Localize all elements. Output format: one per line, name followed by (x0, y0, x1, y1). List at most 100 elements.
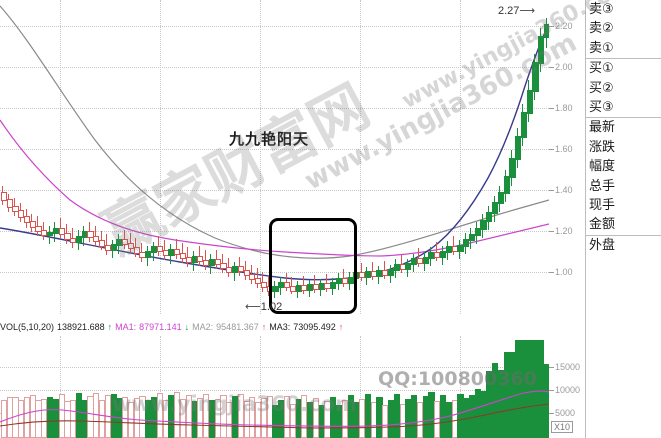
volume-chart-panel[interactable] (0, 336, 549, 438)
candle-body (463, 239, 470, 247)
candle-wick (291, 277, 293, 294)
volume-bar (226, 401, 233, 438)
volume-bar (399, 403, 406, 438)
price-vgridline (460, 0, 461, 314)
price-tick-mark (549, 272, 554, 273)
candle-body (387, 269, 395, 276)
volume-tick-label: 15000 (555, 362, 581, 372)
candle-body (35, 226, 42, 232)
candle-body (99, 240, 106, 247)
candle-body (312, 284, 320, 290)
candle-body (509, 158, 516, 178)
candle-body (220, 263, 227, 269)
candle-body (335, 278, 343, 284)
candle-body (70, 238, 77, 243)
candle-body (0, 192, 7, 201)
vol-ma2-value: 95481.367 (216, 322, 259, 332)
candle-body (376, 270, 383, 277)
volume-bar (497, 369, 504, 438)
candle-body (359, 272, 366, 278)
volume-bar (266, 395, 273, 438)
quote-row-4[interactable]: 买② (589, 80, 614, 96)
price-tick-label: 2.00 (555, 62, 573, 72)
candle-body (52, 228, 59, 234)
volume-bar (110, 393, 117, 438)
candle-body (324, 283, 331, 289)
candle-body (260, 282, 268, 288)
quote-row-11[interactable]: 金额 (586, 215, 661, 236)
quote-row-6[interactable]: 最新 (589, 120, 616, 136)
price-gridline (0, 67, 549, 68)
volume-bar (318, 404, 325, 438)
volume-bar (29, 394, 36, 438)
candle-body (41, 230, 48, 236)
candle-wick (435, 242, 437, 261)
volume-vgridline (460, 336, 461, 438)
quote-row-1[interactable]: 卖② (589, 21, 614, 37)
volume-gridline (0, 390, 549, 391)
candle-body (411, 258, 418, 265)
price-gridline (0, 272, 549, 273)
candle-body (47, 232, 54, 236)
candle-body (307, 284, 314, 291)
volume-bar (370, 401, 377, 438)
candle-body (399, 264, 406, 270)
candle-body (145, 251, 152, 258)
candle-body (81, 231, 88, 238)
candle-body (139, 252, 146, 258)
volume-unit-badge: X10 (551, 421, 574, 433)
quote-side-panel[interactable]: 卖③ 卖② 卖① 买① 买② 买③ 最新涨跌幅度总手现手金额 外盘 (585, 0, 661, 438)
vol-ma1-value: 87971.141 (139, 322, 182, 332)
quote-row-2[interactable]: 卖① (586, 39, 661, 60)
candle-body (162, 250, 169, 256)
quote-row-9[interactable]: 总手 (589, 178, 616, 194)
vol-indicator-value: 138921.688 (57, 322, 105, 332)
volume-bar (382, 404, 389, 438)
price-chart-panel[interactable]: 九九艳阳天 2.27⟶ ⟵1.02 (0, 0, 549, 314)
volume-bar (364, 393, 372, 438)
candle-body (243, 270, 250, 276)
candle-body (249, 274, 256, 280)
volume-ma-lines (0, 390, 549, 429)
vol-indicator-name: VOL(5,10,20) (0, 322, 55, 332)
quote-row-0[interactable]: 卖③ (589, 2, 614, 17)
price-tick-mark (549, 231, 554, 232)
quote-row-5[interactable]: 买③ (586, 98, 661, 119)
volume-bar (492, 362, 499, 438)
candle-body (434, 252, 441, 258)
vol-ma3-label: MA3: (269, 322, 291, 332)
candle-body (492, 202, 499, 214)
candle-body (179, 253, 187, 259)
volume-bar (341, 399, 348, 438)
quote-row-3[interactable]: 买① (589, 61, 614, 77)
quote-row-12[interactable]: 外盘 (589, 237, 616, 253)
candle-body (208, 259, 215, 266)
candle-body (370, 271, 377, 277)
candle-body (497, 192, 504, 204)
volume-bar (330, 396, 337, 438)
quote-row-10[interactable]: 现手 (589, 197, 616, 213)
candle-body (520, 112, 528, 138)
candle-body (156, 246, 163, 252)
candle-body (104, 245, 111, 251)
candle-body (6, 199, 13, 208)
candle-body (93, 236, 100, 242)
candle-body (110, 244, 117, 251)
quote-row-8[interactable]: 幅度 (589, 159, 616, 175)
volume-bar (416, 401, 424, 438)
volume-tick-label: 5000 (555, 408, 576, 418)
volume-bar (544, 363, 549, 438)
volume-bar (405, 398, 412, 438)
vol-ma1-label: MA1: (115, 322, 137, 332)
volume-bar (376, 396, 383, 438)
candle-body (203, 260, 210, 266)
candle-body (451, 246, 458, 252)
volume-bar (335, 404, 343, 438)
volume-bar (272, 404, 279, 438)
quote-row-7[interactable]: 涨跌 (589, 139, 616, 155)
price-gridline (0, 231, 549, 232)
price-tick-label: 1.80 (555, 103, 573, 113)
candle-body (364, 271, 372, 278)
candle-body (289, 286, 296, 292)
